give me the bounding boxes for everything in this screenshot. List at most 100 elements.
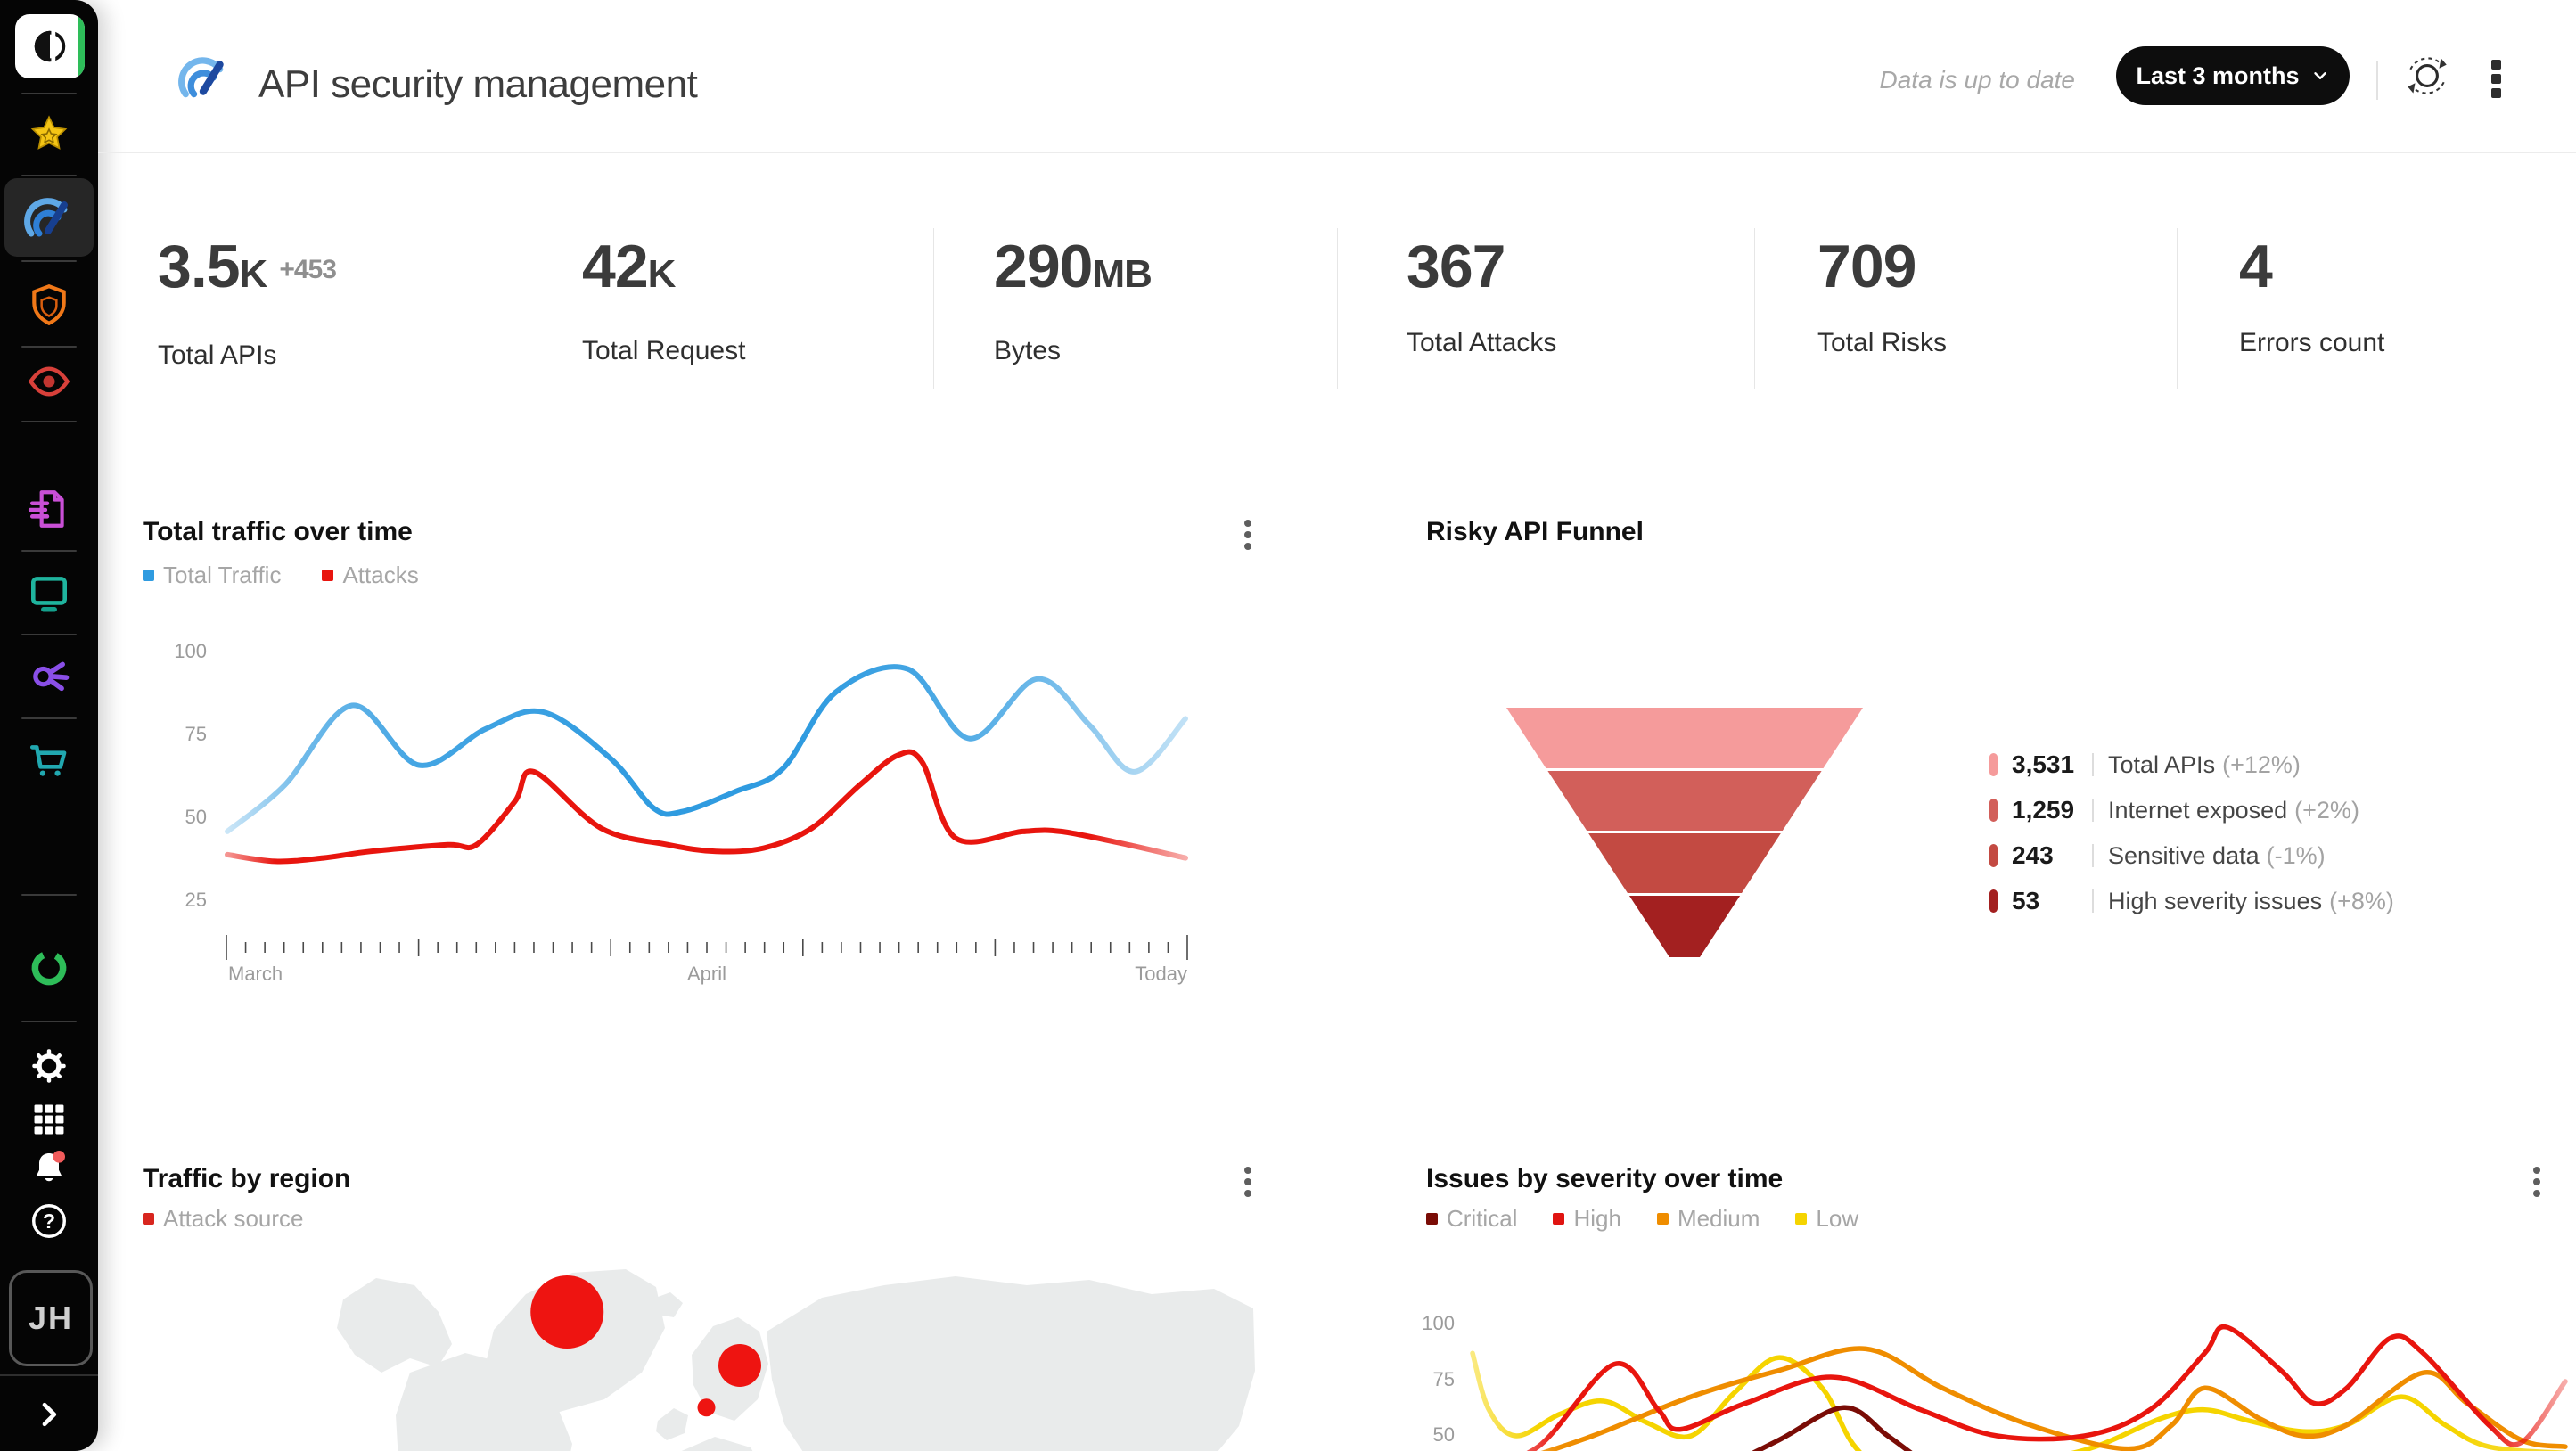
sidebar-divider: [21, 634, 77, 635]
sidebar-item-help[interactable]: ?: [4, 1187, 94, 1255]
sidebar-item-marketplace[interactable]: [4, 721, 94, 799]
stat-label: Errors count: [2239, 328, 2385, 357]
funnel-legend-row[interactable]: 1,259 Internet exposed (+2%): [1989, 795, 2560, 825]
sidebar-divider: [21, 175, 77, 176]
sidebar-item-api-security[interactable]: [4, 178, 94, 257]
severity-card-title: Issues by severity over time: [1426, 1164, 1784, 1193]
stat-divider: [933, 228, 934, 389]
stat-divider: [1337, 228, 1338, 389]
product-logo[interactable]: [15, 14, 85, 78]
sidebar-item-workstations[interactable]: [4, 553, 94, 632]
gear-icon: [32, 1049, 66, 1083]
legend-label: Attacks: [342, 562, 419, 588]
funnel-marker: [1989, 844, 1998, 867]
date-range-button[interactable]: Last 3 months: [2116, 46, 2350, 105]
funnel-legend-row[interactable]: 3,531 Total APIs (+12%): [1989, 750, 2560, 780]
legend-item-total-traffic[interactable]: Total Traffic: [143, 562, 281, 589]
legend-item-critical[interactable]: Critical: [1426, 1205, 1517, 1233]
bell-icon: [37, 1151, 65, 1182]
sidebar-divider: [21, 894, 77, 896]
sidebar-item-logs[interactable]: [4, 470, 94, 548]
legend-label: Low: [1816, 1205, 1859, 1232]
traffic-card-menu[interactable]: [1239, 515, 1257, 554]
refresh-button[interactable]: [2401, 50, 2453, 102]
legend-item-high[interactable]: High: [1553, 1205, 1621, 1233]
funnel-change: (-1%): [2266, 841, 2326, 869]
legend-item-attacks[interactable]: Attacks: [322, 562, 419, 589]
legend-label: High: [1573, 1205, 1621, 1232]
funnel-value: 3,531: [2012, 750, 2075, 778]
kebab-icon: [1239, 520, 1257, 550]
avatar[interactable]: JH: [9, 1270, 93, 1366]
sidebar-divider: [21, 550, 77, 552]
header-menu-button[interactable]: [2487, 55, 2505, 102]
stat-label: Total Request: [582, 336, 746, 365]
map-continents: [337, 1269, 1255, 1451]
sidebar-item-apps[interactable]: [4, 1086, 94, 1153]
severity-card-menu[interactable]: [2528, 1162, 2546, 1201]
legend-swatch: [143, 570, 154, 581]
sync-icon: [2408, 57, 2447, 94]
sidebar-divider: [21, 260, 77, 262]
stat-suffix: K: [239, 252, 268, 296]
api-security-logo-icon: [178, 57, 224, 98]
shield-icon: [32, 283, 66, 326]
product-logo-icon: [34, 29, 66, 64]
sidebar-divider: [21, 717, 77, 719]
kebab-icon: [2487, 60, 2505, 98]
y-axis-tick: 100: [174, 640, 207, 662]
sidebar-item-security-shield[interactable]: [4, 266, 94, 344]
sidebar-item-observability[interactable]: [4, 342, 94, 421]
legend-swatch: [1656, 1213, 1669, 1225]
stat-value: 290: [994, 233, 1093, 300]
header-divider: [2376, 61, 2378, 100]
legend-item-low[interactable]: Low: [1795, 1205, 1858, 1233]
severity-line-chart: [1470, 1324, 2568, 1451]
logo-accent-bar: [78, 14, 85, 78]
funnel-separator: [2092, 753, 2094, 776]
y-axis-tick: 100: [1422, 1312, 1455, 1334]
loop-icon: [31, 950, 67, 986]
stat-label: Total APIs: [158, 340, 277, 370]
sidebar-item-settings[interactable]: [4, 1030, 94, 1102]
data-status-text: Data is up to date: [1879, 66, 2075, 94]
legend-item-attack-source[interactable]: Attack source: [143, 1205, 304, 1233]
chevron-down-icon: [2313, 72, 2326, 79]
stat-total-apis: 3.5K +453 Total APIs: [158, 234, 337, 371]
stat-label: Total Risks: [1817, 328, 1948, 357]
stat-total-risks: 709 Total Risks: [1817, 234, 1947, 358]
y-axis-tick: 75: [1432, 1368, 1455, 1390]
api-gauge-icon: [24, 198, 68, 237]
funnel-legend-row[interactable]: 243 Sensitive data (-1%): [1989, 840, 2560, 871]
funnel-marker: [1989, 889, 1998, 913]
stat-value: 42: [582, 233, 649, 300]
funnel-legend-row[interactable]: 53 High severity issues (+8%): [1989, 886, 2560, 916]
funnel-change: (+8%): [2329, 887, 2394, 914]
kebab-icon: [1239, 1167, 1257, 1197]
funnel-label: Internet exposed: [2108, 796, 2288, 824]
sidebar-item-favorites[interactable]: [4, 96, 94, 175]
sidebar-item-sync[interactable]: [4, 929, 94, 1007]
funnel-separator: [2092, 844, 2094, 867]
funnel-chart: [1506, 708, 1863, 957]
kebab-icon: [2528, 1167, 2546, 1197]
funnel-label: Total APIs: [2108, 750, 2216, 778]
legend-item-medium[interactable]: Medium: [1656, 1205, 1760, 1233]
network-icon: [33, 661, 70, 692]
svg-text:?: ?: [43, 1209, 55, 1233]
region-card-menu[interactable]: [1239, 1162, 1257, 1201]
help-icon: ?: [32, 1204, 66, 1238]
sidebar-item-network[interactable]: [4, 636, 94, 715]
y-axis-tick: 75: [185, 723, 207, 745]
stat-suffix: MB: [1092, 252, 1152, 296]
y-axis-tick: 50: [185, 806, 207, 828]
stat-value: 709: [1817, 233, 1916, 300]
funnel-value: 1,259: [2012, 796, 2075, 824]
sidebar-item-notifications[interactable]: [4, 1134, 94, 1203]
sidebar: ? JH: [0, 0, 98, 1451]
sidebar-divider: [21, 346, 77, 348]
sidebar-divider: [21, 1021, 77, 1022]
x-axis-ruler: [226, 935, 1188, 960]
sidebar-expand-button[interactable]: [4, 1383, 94, 1446]
